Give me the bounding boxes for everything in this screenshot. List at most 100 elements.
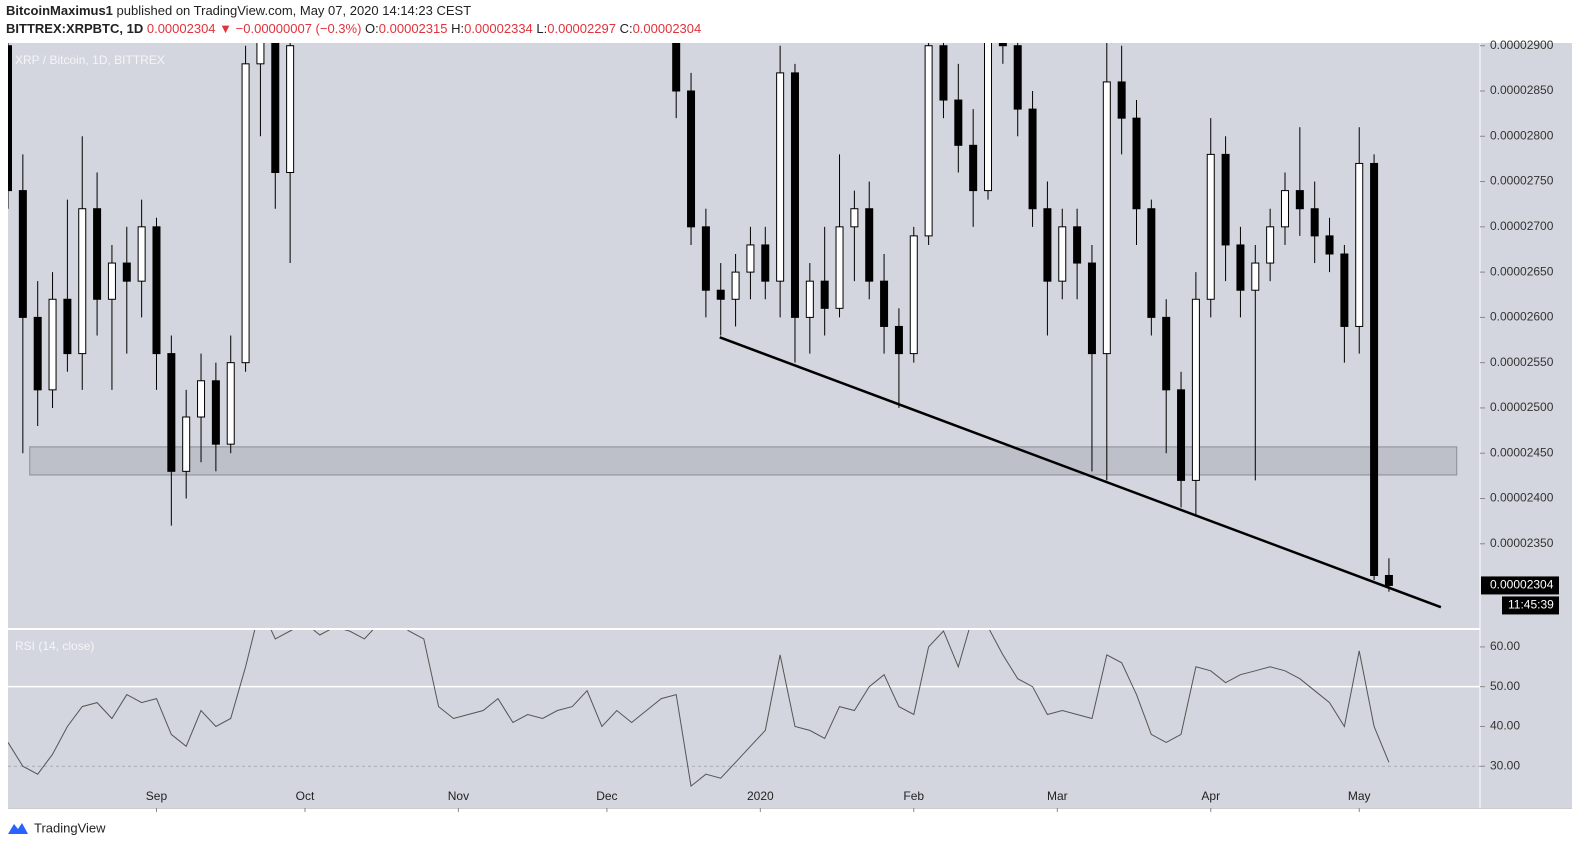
candle-body [226,362,235,445]
header-line-1: BitcoinMaximus1 published on TradingView… [6,3,471,18]
published: published on TradingView.com, May 07, 20… [117,3,472,18]
axes: 0.00002350 0.00002400 0.00002450 0.00002500… [146,38,1559,812]
candle-body [197,380,206,418]
y-tick-label: 0.00002350 [1490,536,1554,550]
candle-body [1073,226,1082,264]
brand: TradingView [8,820,106,835]
candle-body [1191,298,1200,481]
y-tick-label: 0.00002500 [1490,400,1554,414]
candle-body [48,298,57,391]
candle-body [1310,208,1319,237]
candle-body [1280,190,1289,228]
ohlc-key: H: [451,21,464,36]
candle-body [1147,208,1156,318]
candle-body [790,72,799,318]
candle-body [1102,81,1111,355]
candle-body [924,45,933,237]
y-tick-label: 50.00 [1490,679,1520,693]
candle-body [93,208,102,300]
rsi-pane [8,630,1480,808]
candle-body [880,280,889,327]
candle-body [63,298,72,355]
y-tick-label: 0.00002850 [1490,83,1554,97]
x-tick-label: Mar [1047,789,1068,803]
candle-body [1355,162,1364,327]
candle-body [998,43,1007,47]
header-line-2: BITTREX:XRPBTC, 1D 0.00002304 ▼ −0.00000… [6,21,701,36]
candle-body [1177,389,1186,481]
pane-title: RSI (14, close) [15,639,94,653]
rsi-plot [8,630,1480,788]
ohlc-value: 0.00002315 [379,21,448,36]
y-tick-label: 0.00002800 [1490,128,1554,142]
candle-body [1325,235,1334,255]
candle-body [1384,574,1393,586]
axis-line [8,808,1572,809]
change: ▼ −0.00000007 (−0.3%) [219,21,361,36]
candle-body [805,280,814,318]
x-tick-label: Feb [903,789,924,803]
candle-body [701,226,710,291]
candle-body [1028,108,1037,210]
candle-body [1117,81,1126,119]
ohlc-key: O: [365,21,379,36]
y-tick-label: 0.00002550 [1490,355,1554,369]
candle-body [256,43,265,65]
candle-body [1058,226,1067,282]
price-label: 0.00002304 [1490,578,1554,592]
y-tick-label: 0.00002750 [1490,174,1554,188]
candle-body [716,289,725,300]
last-price: 0.00002304 [147,21,216,36]
candle-body [731,271,740,300]
candle-body [286,45,295,173]
candle-body [271,43,280,173]
candle-body [687,90,696,228]
author: BitcoinMaximus1 [6,3,113,18]
x-tick-label: 2020 [747,789,774,803]
ohlc-key: C: [620,21,633,36]
candle-body [1132,117,1141,210]
candle-body [894,325,903,355]
x-tick-label: Sep [146,789,168,803]
x-tick-label: Apr [1201,789,1220,803]
price-plot [8,43,1458,609]
candle-body [1162,316,1171,391]
candle-body [1087,262,1096,355]
x-tick-label: Nov [448,789,469,803]
y-tick-label: 0.00002600 [1490,310,1554,324]
x-tick-label: Dec [596,789,617,803]
candle-body [18,190,27,318]
candle-body [182,416,191,472]
x-tick-label: May [1348,789,1371,803]
candle-body [761,244,770,282]
ohlc-key: L: [536,21,547,36]
candle-body [850,208,859,228]
candle-body [1340,253,1349,327]
candle-body [107,262,116,300]
candle-body [1221,153,1230,246]
candle-body [939,45,948,101]
candle-body [835,226,844,309]
countdown: 11:45:39 [1508,598,1554,612]
candle-body [746,244,755,273]
candle-body [984,43,993,192]
candle-body [1251,262,1260,291]
trend-line [719,336,1442,609]
ohlc-value: 0.00002334 [464,21,533,36]
candle-body [865,208,874,282]
candle-body [241,63,250,364]
y-tick-label: 0.00002400 [1490,491,1554,505]
candle-body [211,380,220,445]
y-tick-label: 0.00002650 [1490,264,1554,278]
candle-body [909,235,918,355]
candle-body [152,226,161,355]
candle-body [969,144,978,192]
candle-body [1013,45,1022,110]
ohlc-value: 0.00002304 [633,21,702,36]
candle-body [820,280,829,309]
candle-body [1236,244,1245,291]
y-tick-label: 30.00 [1490,758,1520,772]
candle-body [33,316,42,391]
x-tick-label: Oct [296,789,315,803]
